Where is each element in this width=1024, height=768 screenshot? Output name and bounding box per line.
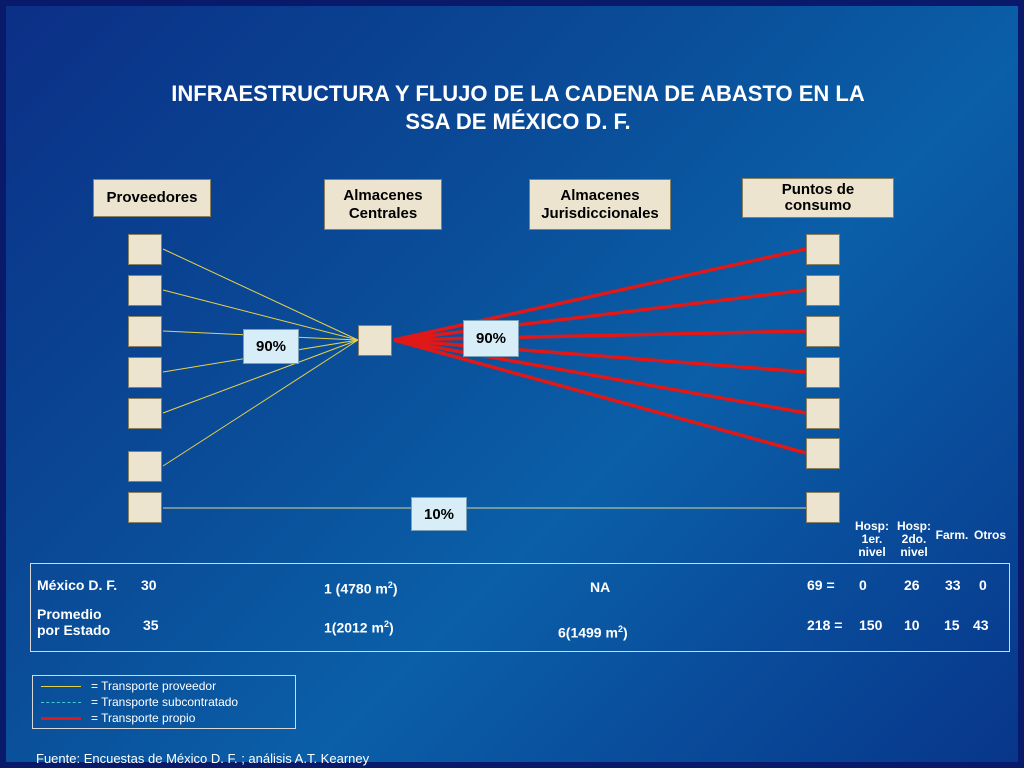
pct-direct-value: 10% bbox=[423, 505, 455, 523]
supplier-flow-2 bbox=[162, 289, 359, 341]
row2-farm: 15 bbox=[944, 617, 960, 633]
row2-jurisdiccionales: 6(1499 m2) bbox=[558, 621, 628, 641]
supplier-node-6 bbox=[128, 451, 162, 482]
supplier-node-5 bbox=[128, 398, 162, 429]
source-note: Fuente: Encuestas de México D. F. ; anál… bbox=[36, 751, 370, 766]
own-flow-2 bbox=[393, 288, 807, 342]
col-head-hosp-2-l2: 2do. bbox=[901, 532, 927, 546]
row1-hosp2: 26 bbox=[904, 577, 920, 593]
row1-centrales-sup: 2 bbox=[387, 580, 393, 590]
legend-swatch-subcontratado bbox=[41, 701, 81, 703]
row2-centrales-value: 1(2012 m bbox=[324, 619, 384, 636]
col-head-hosp-1-l3: nivel bbox=[858, 545, 886, 559]
supplier-node-2 bbox=[128, 275, 162, 306]
col-head-farm: Farm. bbox=[934, 529, 970, 542]
col-head-hosp-1-l2: 1er. bbox=[861, 532, 883, 546]
consumption-node-2 bbox=[806, 275, 840, 306]
row1-total: 69 = bbox=[807, 577, 835, 593]
stage-almacenes-jurisdiccionales: Almacenes Jurisdiccionales bbox=[529, 179, 671, 230]
supplier-node-4 bbox=[128, 357, 162, 388]
legend-swatch-proveedor bbox=[41, 685, 81, 687]
pct-proveedor-central-value: 90% bbox=[255, 338, 287, 355]
stage-puntos-consumo-l2: consumo bbox=[784, 197, 852, 214]
supplier-flow-1 bbox=[162, 248, 359, 341]
consumption-node-1 bbox=[806, 234, 840, 265]
own-flow-1 bbox=[393, 247, 807, 342]
legend-item-propio: = Transporte propio bbox=[41, 710, 195, 726]
stage-almacenes-centrales-l2: Centrales bbox=[348, 204, 418, 222]
stage-proveedores-label: Proveedores bbox=[106, 189, 198, 206]
row2-jurisdiccionales-unit: ) bbox=[622, 624, 628, 641]
col-head-hosp-1: Hosp: 1er. nivel bbox=[852, 520, 892, 559]
legend-label-proveedor: = Transporte proveedor bbox=[91, 679, 217, 693]
title-line-1: INFRAESTRUCTURA Y FLUJO DE LA CADENA DE … bbox=[171, 81, 865, 106]
pct-direct: 10% bbox=[411, 497, 467, 531]
col-head-otros-l1: Otros bbox=[973, 528, 1006, 542]
supplier-node-3 bbox=[128, 316, 162, 347]
col-head-otros: Otros bbox=[970, 529, 1010, 542]
stage-puntos-consumo: Puntos de consumo bbox=[742, 178, 894, 218]
page-title: INFRAESTRUCTURA Y FLUJO DE LA CADENA DE … bbox=[66, 80, 970, 136]
row2-centrales-sup: 2 bbox=[383, 619, 389, 629]
row1-hosp1: 0 bbox=[859, 577, 867, 593]
stage-almacenes-centrales: Almacenes Centrales bbox=[324, 179, 442, 230]
flow-lines bbox=[162, 247, 807, 509]
consumption-node-3 bbox=[806, 316, 840, 347]
supplier-flow-5 bbox=[162, 339, 359, 414]
row1-centrales: 1 (4780 m2) bbox=[324, 577, 398, 597]
row1-farm: 33 bbox=[945, 577, 961, 593]
data-table: México D. F. 30 1 (4780 m2) NA 69 = 0 26… bbox=[30, 563, 1010, 652]
pct-central-consumo-value: 90% bbox=[475, 330, 507, 347]
row2-hosp2: 10 bbox=[904, 617, 920, 633]
col-head-hosp-1-l1: Hosp: bbox=[855, 519, 889, 533]
legend-item-proveedor: = Transporte proveedor bbox=[41, 678, 216, 694]
row2-jurisdiccionales-value: 6(1499 m bbox=[558, 624, 618, 641]
legend-label-subcontratado: = Transporte subcontratado bbox=[91, 695, 239, 709]
consumption-node-6 bbox=[806, 438, 840, 469]
row1-proveedores: 30 bbox=[141, 577, 157, 593]
consumption-node-7 bbox=[806, 492, 840, 523]
col-head-hosp-2-l1: Hosp: bbox=[897, 519, 931, 533]
row2-label-l2: por Estado bbox=[37, 622, 111, 638]
row1-centrales-value: 1 (4780 m bbox=[324, 580, 388, 597]
supplier-node-7 bbox=[128, 492, 162, 523]
stage-almacenes-jurisdiccionales-l2: Jurisdiccionales bbox=[541, 204, 659, 222]
pct-proveedor-central: 90% bbox=[243, 329, 299, 364]
col-head-hosp-2: Hosp: 2do. nivel bbox=[894, 520, 934, 559]
stage-puntos-consumo-l1: Puntos de bbox=[781, 181, 855, 198]
title-line-2: SSA DE MÉXICO D. F. bbox=[405, 109, 631, 134]
row1-centrales-unit: ) bbox=[392, 580, 398, 597]
stage-proveedores: Proveedores bbox=[93, 179, 211, 217]
row1-otros: 0 bbox=[979, 577, 987, 593]
row2-total: 218 = bbox=[807, 617, 843, 633]
col-head-farm-l1: Farm. bbox=[935, 528, 969, 542]
own-flow-4 bbox=[393, 338, 807, 374]
own-flow-5 bbox=[393, 338, 807, 415]
pct-central-consumo: 90% bbox=[463, 320, 519, 357]
row2-proveedores: 35 bbox=[143, 617, 159, 633]
consumption-node-5 bbox=[806, 398, 840, 429]
legend-item-subcontratado: = Transporte subcontratado bbox=[41, 694, 238, 710]
row1-label: México D. F. bbox=[37, 577, 118, 593]
row2-hosp1: 150 bbox=[859, 617, 883, 633]
consumption-node-4 bbox=[806, 357, 840, 388]
supplier-flow-6 bbox=[162, 339, 359, 467]
row1-jurisdiccionales: NA bbox=[590, 579, 611, 595]
own-flow-6 bbox=[393, 338, 807, 455]
row2-centrales: 1(2012 m2) bbox=[324, 616, 394, 636]
legend-label-propio: = Transporte propio bbox=[91, 711, 196, 725]
row2-label: Promedio por Estado bbox=[37, 606, 110, 638]
col-head-hosp-2-l3: nivel bbox=[900, 545, 928, 559]
row2-centrales-unit: ) bbox=[388, 619, 394, 636]
stage-almacenes-jurisdiccionales-l1: Almacenes bbox=[560, 186, 640, 204]
supplier-node-1 bbox=[128, 234, 162, 265]
row2-otros: 43 bbox=[973, 617, 989, 633]
central-warehouse-node bbox=[358, 325, 392, 356]
own-flow-3 bbox=[393, 329, 807, 342]
row2-jurisdiccionales-sup: 2 bbox=[617, 624, 623, 634]
legend-swatch-propio bbox=[41, 716, 81, 720]
row2-label-l1: Promedio bbox=[37, 606, 102, 622]
legend: = Transporte proveedor = Transporte subc… bbox=[32, 675, 296, 729]
stage-almacenes-centrales-l1: Almacenes bbox=[343, 186, 423, 204]
